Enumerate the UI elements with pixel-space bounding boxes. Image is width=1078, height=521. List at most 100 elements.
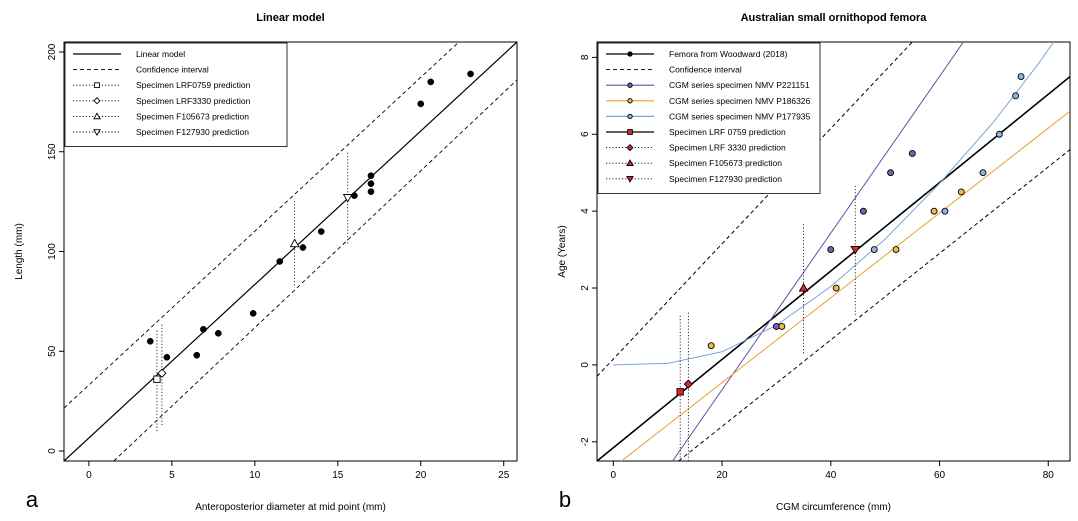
panel-b-legend-label: Specimen F105673 prediction: [669, 158, 782, 168]
panel-b-legend-label: Femora from Woodward (2018): [669, 49, 788, 59]
panel-a-prediction-marker: [342, 194, 353, 203]
panel-b-series-point: [979, 169, 987, 177]
panel-b-x-axis-label: CGM circumference (mm): [776, 502, 891, 513]
panel-a-line-confidence-interval: [64, 42, 460, 409]
panel-b-title: Australian small ornithopod femora: [741, 12, 928, 24]
panel-a-legend-label: Confidence interval: [136, 65, 209, 75]
panel-a-x-tick-label: 5: [169, 470, 175, 481]
panel-a-y-axis-label: Length (mm): [14, 223, 25, 280]
panel-b-legend-marker: [626, 143, 634, 152]
panel-a-x-tick-label: 10: [249, 470, 261, 481]
panel-b-series-point: [778, 323, 786, 330]
panel-a-prediction-marker: [289, 238, 300, 248]
panel-b-legend-box: [597, 42, 821, 194]
panel-b-legend-label: CGM series specimen NMV P177935: [669, 111, 811, 121]
panel-b-legend-marker: [627, 129, 633, 135]
panel-a-y-tick-label: 0: [47, 448, 58, 454]
panel-b-prediction-marker: [676, 388, 684, 396]
panel-a-data-point: [417, 100, 425, 108]
panel-b-x-tick-label: 20: [716, 470, 728, 481]
panel-b-line-confidence-interval: [678, 149, 1070, 461]
panel-b-line-femora-from-woodward-2018-: [597, 75, 1070, 461]
panel-b-series-point: [941, 207, 949, 215]
panel-b-y-tick-label: -2: [580, 437, 591, 446]
panel-b-line-cgm-series-specimen-nmv-p221151: [672, 42, 964, 461]
panel-a-prediction-marker: [153, 375, 161, 383]
panel-b-x-tick-label: 80: [1043, 470, 1055, 481]
panel-b-series-point: [832, 284, 840, 292]
panel-b-legend-marker: [626, 159, 634, 166]
panel-a-x-tick-label: 20: [415, 470, 427, 481]
panel-a-legend-label: Linear model: [136, 49, 185, 59]
panel-b-legend-label: CGM series specimen NMV P186326: [669, 96, 811, 106]
panel-a-data-point: [193, 351, 201, 359]
panel-a-legend-label: Specimen LRF3330 prediction: [136, 96, 251, 106]
panel-b-legend-label: CGM series specimen NMV P221151: [669, 80, 810, 90]
panel-a-legend-marker: [93, 112, 101, 120]
panel-b-y-tick-label: 2: [580, 285, 591, 291]
panel-a-panel-letter: a: [26, 487, 39, 512]
panel-b-line-cgm-series-specimen-nmv-p186326: [621, 110, 1070, 461]
panel-a-x-tick-label: 15: [332, 470, 344, 481]
panel-a-data-point: [351, 192, 358, 199]
panel-b-panel-letter: b: [559, 487, 571, 512]
panel-b-series-point: [827, 246, 835, 254]
panel-a-data-point: [367, 180, 375, 188]
panel-b-legend-marker: [627, 113, 633, 120]
panel-b-legend-label: Specimen F127930 prediction: [669, 174, 782, 184]
panel-b-y-tick-label: 4: [580, 208, 591, 214]
panel-b-prediction-marker: [798, 282, 809, 292]
panel-a-prediction-marker: [157, 368, 167, 378]
panel-a-x-tick-label: 25: [498, 470, 510, 481]
panel-a-legend: Linear model Confidence interval Specimen …: [64, 42, 288, 147]
panel-b-legend-marker: [627, 82, 633, 88]
panel-b-series-point: [892, 246, 900, 254]
panel-b-series-point: [930, 207, 938, 215]
panel-b-series-point: [870, 246, 878, 254]
panel-b-chart: Australian small ornithopod femora CGM ci…: [557, 12, 1071, 513]
panel-a-x-axis-label: Anteroposterior diameter at mid point (m…: [195, 502, 386, 513]
panel-b-y-tick-label: 8: [580, 54, 591, 60]
panel-a-data-point: [467, 70, 474, 78]
panel-a-data-point: [200, 325, 207, 333]
panel-a-legend-marker: [93, 129, 101, 137]
panel-a-y-tick-label: 50: [47, 345, 58, 357]
panel-a-legend-marker: [93, 97, 101, 105]
panel-a-legend-label: Specimen F127930 prediction: [136, 127, 249, 137]
panel-a-legend-box: [64, 42, 288, 147]
panel-b-series-point: [1017, 73, 1025, 81]
panel-b-legend-marker: [627, 51, 633, 57]
panel-a-data-point: [146, 337, 154, 345]
panel-b-prediction-marker: [683, 379, 693, 389]
panel-a-plot-area: [64, 42, 517, 461]
panel-a-line-linear-model: [64, 42, 517, 461]
panel-a-data-point: [367, 172, 375, 180]
panel-a-y-tick-label: 100: [47, 243, 58, 260]
panel-a-data-point: [317, 228, 325, 235]
panel-a-data-point: [276, 258, 284, 265]
panel-a-legend-label: Specimen F105673 prediction: [136, 111, 249, 121]
panel-a-chart: Linear model Anteroposterior diameter at …: [14, 12, 518, 513]
panel-b-legend-label: Confidence interval: [669, 65, 742, 75]
panel-b-x-tick-label: 60: [934, 470, 946, 481]
panel-b-series-point: [707, 342, 715, 350]
panel-b-series-point: [859, 207, 867, 215]
panel-b-y-tick-label: 0: [580, 362, 591, 368]
panel-b-series-point: [887, 169, 895, 177]
panel-a-data-point: [367, 188, 375, 195]
panel-b-legend-label: Specimen LRF 3330 prediction: [669, 143, 786, 153]
panel-a-data-point: [163, 353, 171, 361]
panel-b-legend-marker: [627, 98, 633, 104]
panel-a-legend-marker: [94, 82, 100, 89]
panel-b-plot-frame: [596, 41, 1071, 462]
panel-a-y-tick-label: 150: [47, 143, 58, 160]
panel-b-legend: Femora from Woodward (2018) Confidence in…: [597, 42, 821, 194]
panel-b-legend-label: Specimen LRF 0759 prediction: [669, 127, 786, 137]
panel-a-data-point: [249, 310, 257, 317]
panel-a-x-tick-label: 0: [86, 470, 92, 481]
panel-b-legend-marker: [626, 176, 634, 183]
panel-b-series-point: [908, 150, 916, 157]
panel-b-plot-area: [597, 42, 1070, 461]
panel-b-series-point: [1012, 92, 1020, 100]
